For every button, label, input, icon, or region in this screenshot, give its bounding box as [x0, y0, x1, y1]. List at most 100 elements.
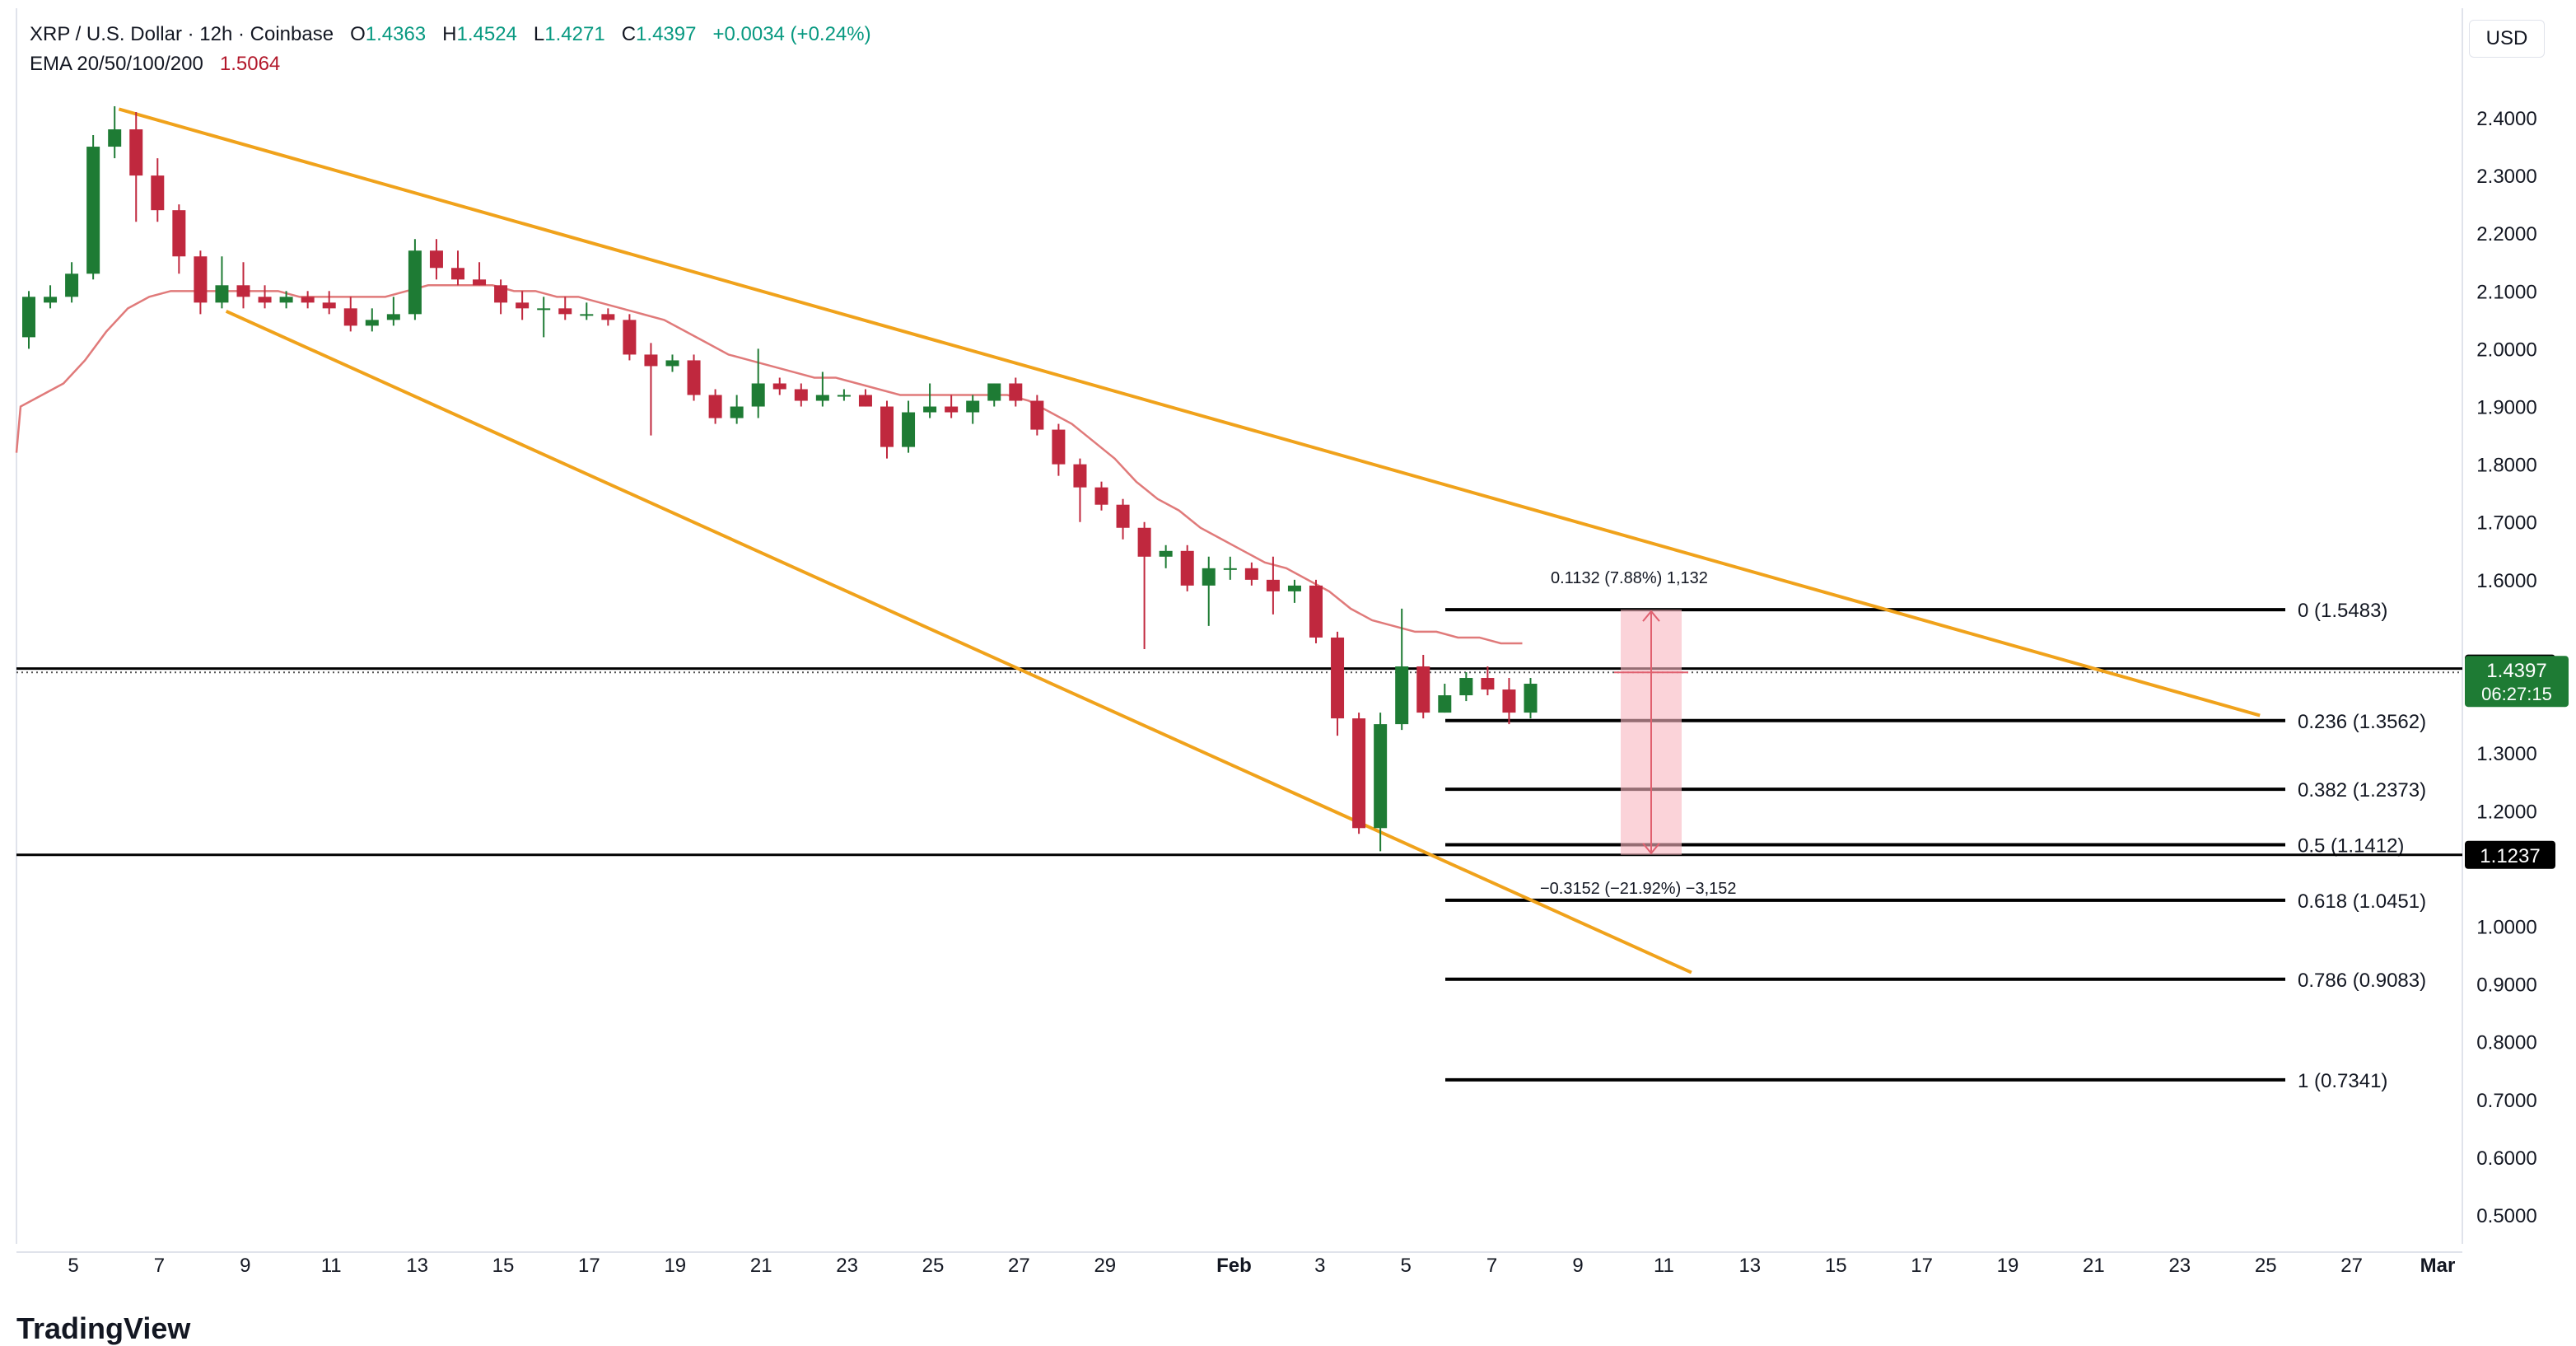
candle: [858, 389, 872, 407]
candle: [1137, 521, 1151, 649]
measure-down-label: −0.3152 (−21.92%) −3,152: [1540, 880, 1737, 898]
candle-body: [1137, 527, 1151, 557]
time-tick: 21: [750, 1255, 772, 1277]
candle: [151, 158, 165, 222]
time-axis[interactable]: 5 7 9 11 13 15 17 19 21 23 25 27 29 Feb 3 5 7 9 11 13 15 17 19…: [68, 1255, 2455, 1277]
candle: [580, 302, 594, 320]
candle: [516, 291, 530, 320]
candle-body: [1159, 550, 1173, 557]
time-tick: 25: [2255, 1255, 2277, 1277]
candle-body: [923, 406, 937, 413]
time-tick: 15: [492, 1255, 515, 1277]
candle-body: [794, 389, 808, 401]
candle: [86, 135, 100, 280]
candle-body: [44, 297, 58, 303]
current-price-badge: [2465, 656, 2569, 708]
time-tick: 27: [2340, 1255, 2363, 1277]
measure-down-arrowhead: [1642, 843, 1660, 855]
horizontal-lines[interactable]: [16, 667, 2462, 857]
price-tick: 1.2000: [2476, 801, 2536, 823]
candle: [1287, 579, 1301, 603]
price-range-measure[interactable]: 0.1132 (7.88%) 1,132 −0.3152 (−21.92%) −3…: [1540, 569, 1737, 898]
price-tick: 1.9000: [2476, 397, 2536, 419]
candle: [1266, 556, 1280, 615]
candle: [258, 285, 272, 309]
time-tick: 29: [1094, 1255, 1116, 1277]
candle: [1459, 672, 1473, 702]
candle: [44, 285, 58, 309]
candle-body: [1116, 504, 1130, 528]
candle-body: [1009, 383, 1023, 401]
open-value: 1.4363: [365, 23, 427, 45]
candle-body: [708, 395, 722, 418]
candle: [215, 256, 229, 309]
candle: [601, 308, 615, 326]
price-axis[interactable]: 2.4000 2.3000 2.2000 2.1000 2.0000 1.9000 1.80…: [2476, 108, 2536, 1227]
fib-retracement[interactable]: 0 (1.5483) 0.236 (1.3562) 0.382 (1.2373) 0.…: [1445, 600, 2426, 1092]
candle: [494, 279, 508, 315]
price-tick: 0.8000: [2476, 1032, 2536, 1054]
candle-body: [1524, 684, 1538, 713]
candle-body: [1030, 400, 1044, 430]
candle-body: [301, 297, 315, 303]
time-tick: 19: [1997, 1255, 2019, 1277]
chart-background: [16, 8, 2463, 1253]
ohlc-legend: XRP / U.S. Dollar · 12h · Coinbase O1.43…: [30, 23, 871, 46]
time-tick: 9: [240, 1255, 250, 1277]
time-tick: 13: [1738, 1255, 1761, 1277]
close-label: C: [621, 23, 637, 45]
low-value: 1.4271: [544, 23, 605, 45]
candle-body: [1352, 718, 1366, 829]
candle: [343, 297, 357, 332]
price-tick: 2.1000: [2476, 281, 2536, 303]
candle: [815, 372, 829, 407]
candle-body: [322, 302, 336, 309]
candle: [1116, 498, 1130, 540]
candle: [1374, 713, 1388, 852]
candle: [794, 383, 808, 407]
candle-body: [665, 360, 679, 367]
candle-body: [365, 320, 379, 326]
candle: [473, 262, 487, 286]
ema-value: 1.5064: [219, 53, 281, 75]
candle-body: [129, 129, 143, 176]
candle: [987, 383, 1001, 407]
symbol-title[interactable]: XRP / U.S. Dollar · 12h · Coinbase: [30, 23, 334, 45]
candle: [730, 395, 744, 424]
candle-body: [429, 250, 443, 269]
candle: [1180, 544, 1194, 591]
high-label: H: [442, 23, 457, 45]
candle: [945, 395, 959, 418]
candle: [623, 314, 637, 361]
candle: [1244, 562, 1258, 586]
candle: [386, 297, 400, 326]
ema-20-line: [15, 284, 1523, 645]
trendlines[interactable]: [118, 107, 2261, 974]
candle-body: [623, 320, 637, 355]
candle-body: [1244, 568, 1258, 580]
candle: [172, 204, 186, 274]
candle: [1352, 713, 1366, 834]
time-tick: 11: [1654, 1255, 1674, 1277]
open-label: O: [350, 23, 366, 45]
currency-button[interactable]: USD: [2469, 20, 2545, 58]
price-tick: 1.8000: [2476, 455, 2536, 477]
candle-body: [1073, 464, 1087, 488]
candle: [108, 105, 122, 159]
candle-body: [279, 297, 293, 303]
candle-body: [1481, 678, 1495, 690]
trendline-lower: [225, 310, 1692, 974]
candle: [429, 239, 443, 280]
candle-body: [1309, 585, 1323, 638]
candle-body: [945, 406, 959, 413]
candle-body: [1438, 695, 1452, 713]
time-tick: 5: [1401, 1255, 1412, 1277]
candle: [1331, 631, 1345, 736]
time-tick: 11: [321, 1255, 342, 1277]
candle: [22, 291, 35, 349]
candle-body: [730, 406, 744, 418]
ema-legend[interactable]: EMA 20/50/100/200 1.5064: [30, 53, 280, 76]
time-tick: 7: [154, 1255, 165, 1277]
candle-body: [494, 285, 508, 303]
